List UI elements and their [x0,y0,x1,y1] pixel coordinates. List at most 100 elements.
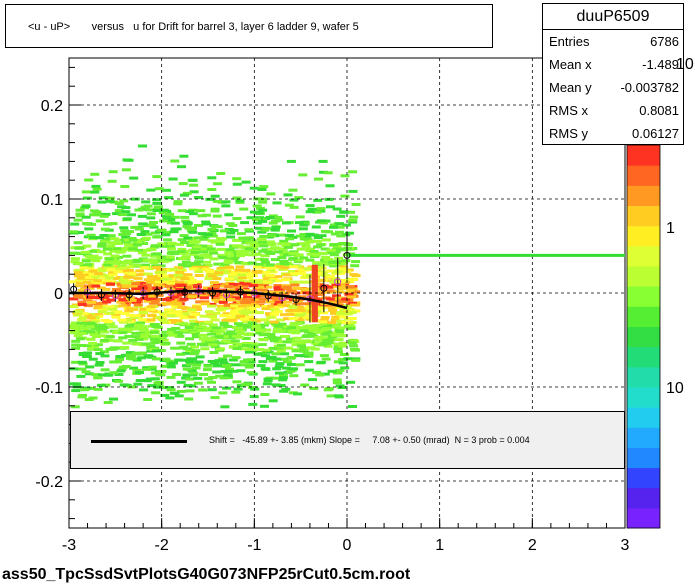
heat-cell [82,280,92,284]
heat-cell [167,242,177,245]
heat-cell [203,233,213,237]
heat-cell [112,360,122,364]
heat-cell [166,331,176,335]
heat-cell [216,347,225,351]
heat-cell [213,283,222,287]
heat-cell [169,230,179,234]
heat-cell [267,234,277,238]
heat-cell [194,274,204,277]
heat-cell [97,278,107,282]
heat-cell [94,313,104,317]
heat-cell [71,360,81,364]
heat-cell [165,386,175,390]
heat-cell [311,313,318,317]
heat-cell [69,280,78,284]
heat-cell [77,360,87,364]
heat-cell [182,282,192,286]
heat-cell [216,172,226,175]
heat-cell [98,308,108,312]
stats-row-mean-x: Mean x -1.489 [549,53,681,76]
heat-cell [266,192,276,196]
heat-cell [258,297,268,301]
heat-cell [277,344,286,347]
heat-cell [182,373,192,377]
heat-cell [101,212,111,216]
heat-cell [200,343,209,347]
heat-cell [247,253,257,257]
heat-cell [324,341,334,344]
heat-cell [84,372,94,376]
heat-cell [105,335,115,339]
heat-cell [319,311,329,315]
heat-cell [282,366,292,370]
heat-cell [203,364,213,368]
heat-cell [142,366,152,370]
heat-cell [128,357,138,361]
heat-cell [273,324,283,328]
heat-cell [340,366,350,370]
heat-cell [141,367,151,371]
profile-point [334,278,342,286]
heat-cell [146,344,156,348]
heat-cell [339,210,349,214]
heat-cell [294,253,304,257]
heat-cell [200,302,210,306]
heat-cell [282,242,292,246]
heat-cell [192,282,202,285]
heat-cell [292,336,302,340]
heat-cell [348,405,357,408]
heat-cell [227,336,237,340]
heat-cell [214,271,224,275]
heat-cell [194,255,203,259]
heat-cell [328,299,338,303]
heat-cell [249,345,259,348]
heat-cell [335,296,345,300]
heat-cell [182,264,192,268]
heat-cell [297,272,307,275]
heat-cell [271,383,281,387]
heat-cell [306,239,316,243]
heat-cell [108,273,118,277]
heat-cell [114,202,124,205]
heat-cell [147,313,157,317]
heat-cell [265,274,275,277]
heat-cell [193,381,203,385]
heat-cell [135,352,145,356]
heat-cell [265,300,275,304]
heat-cell [147,365,157,369]
heat-cell [312,324,322,328]
heat-cell [343,357,353,361]
heat-cell [215,307,225,311]
heat-cell [219,335,229,339]
heat-cell [103,401,113,404]
heat-cell [211,296,221,299]
heat-cell [70,331,80,335]
stats-row-mean-y: Mean y -0.003782 [549,76,681,99]
heat-cell [338,358,348,361]
heat-cell [188,281,197,284]
heat-cell [350,303,359,307]
heat-cell [348,301,357,305]
heat-cell [303,267,313,271]
heat-cell [135,269,145,273]
heat-cell [302,325,312,329]
heat-cell [86,316,96,320]
heat-cell [155,373,165,377]
heat-cell [311,285,318,289]
heat-cell [215,374,225,378]
heat-cell [282,221,291,225]
heat-cell [276,299,286,303]
heat-cell [312,210,322,214]
heat-cell [212,199,222,203]
heat-cell [231,363,241,367]
heat-cell [290,272,299,276]
heat-cell [223,303,233,307]
heat-cell [120,312,130,316]
heat-cell [108,271,117,275]
heat-cell [262,280,272,284]
heat-cell [311,315,318,319]
heat-cell [232,182,242,186]
heat-cell [235,199,245,203]
heat-cell [263,285,273,289]
heat-cell [231,390,241,394]
